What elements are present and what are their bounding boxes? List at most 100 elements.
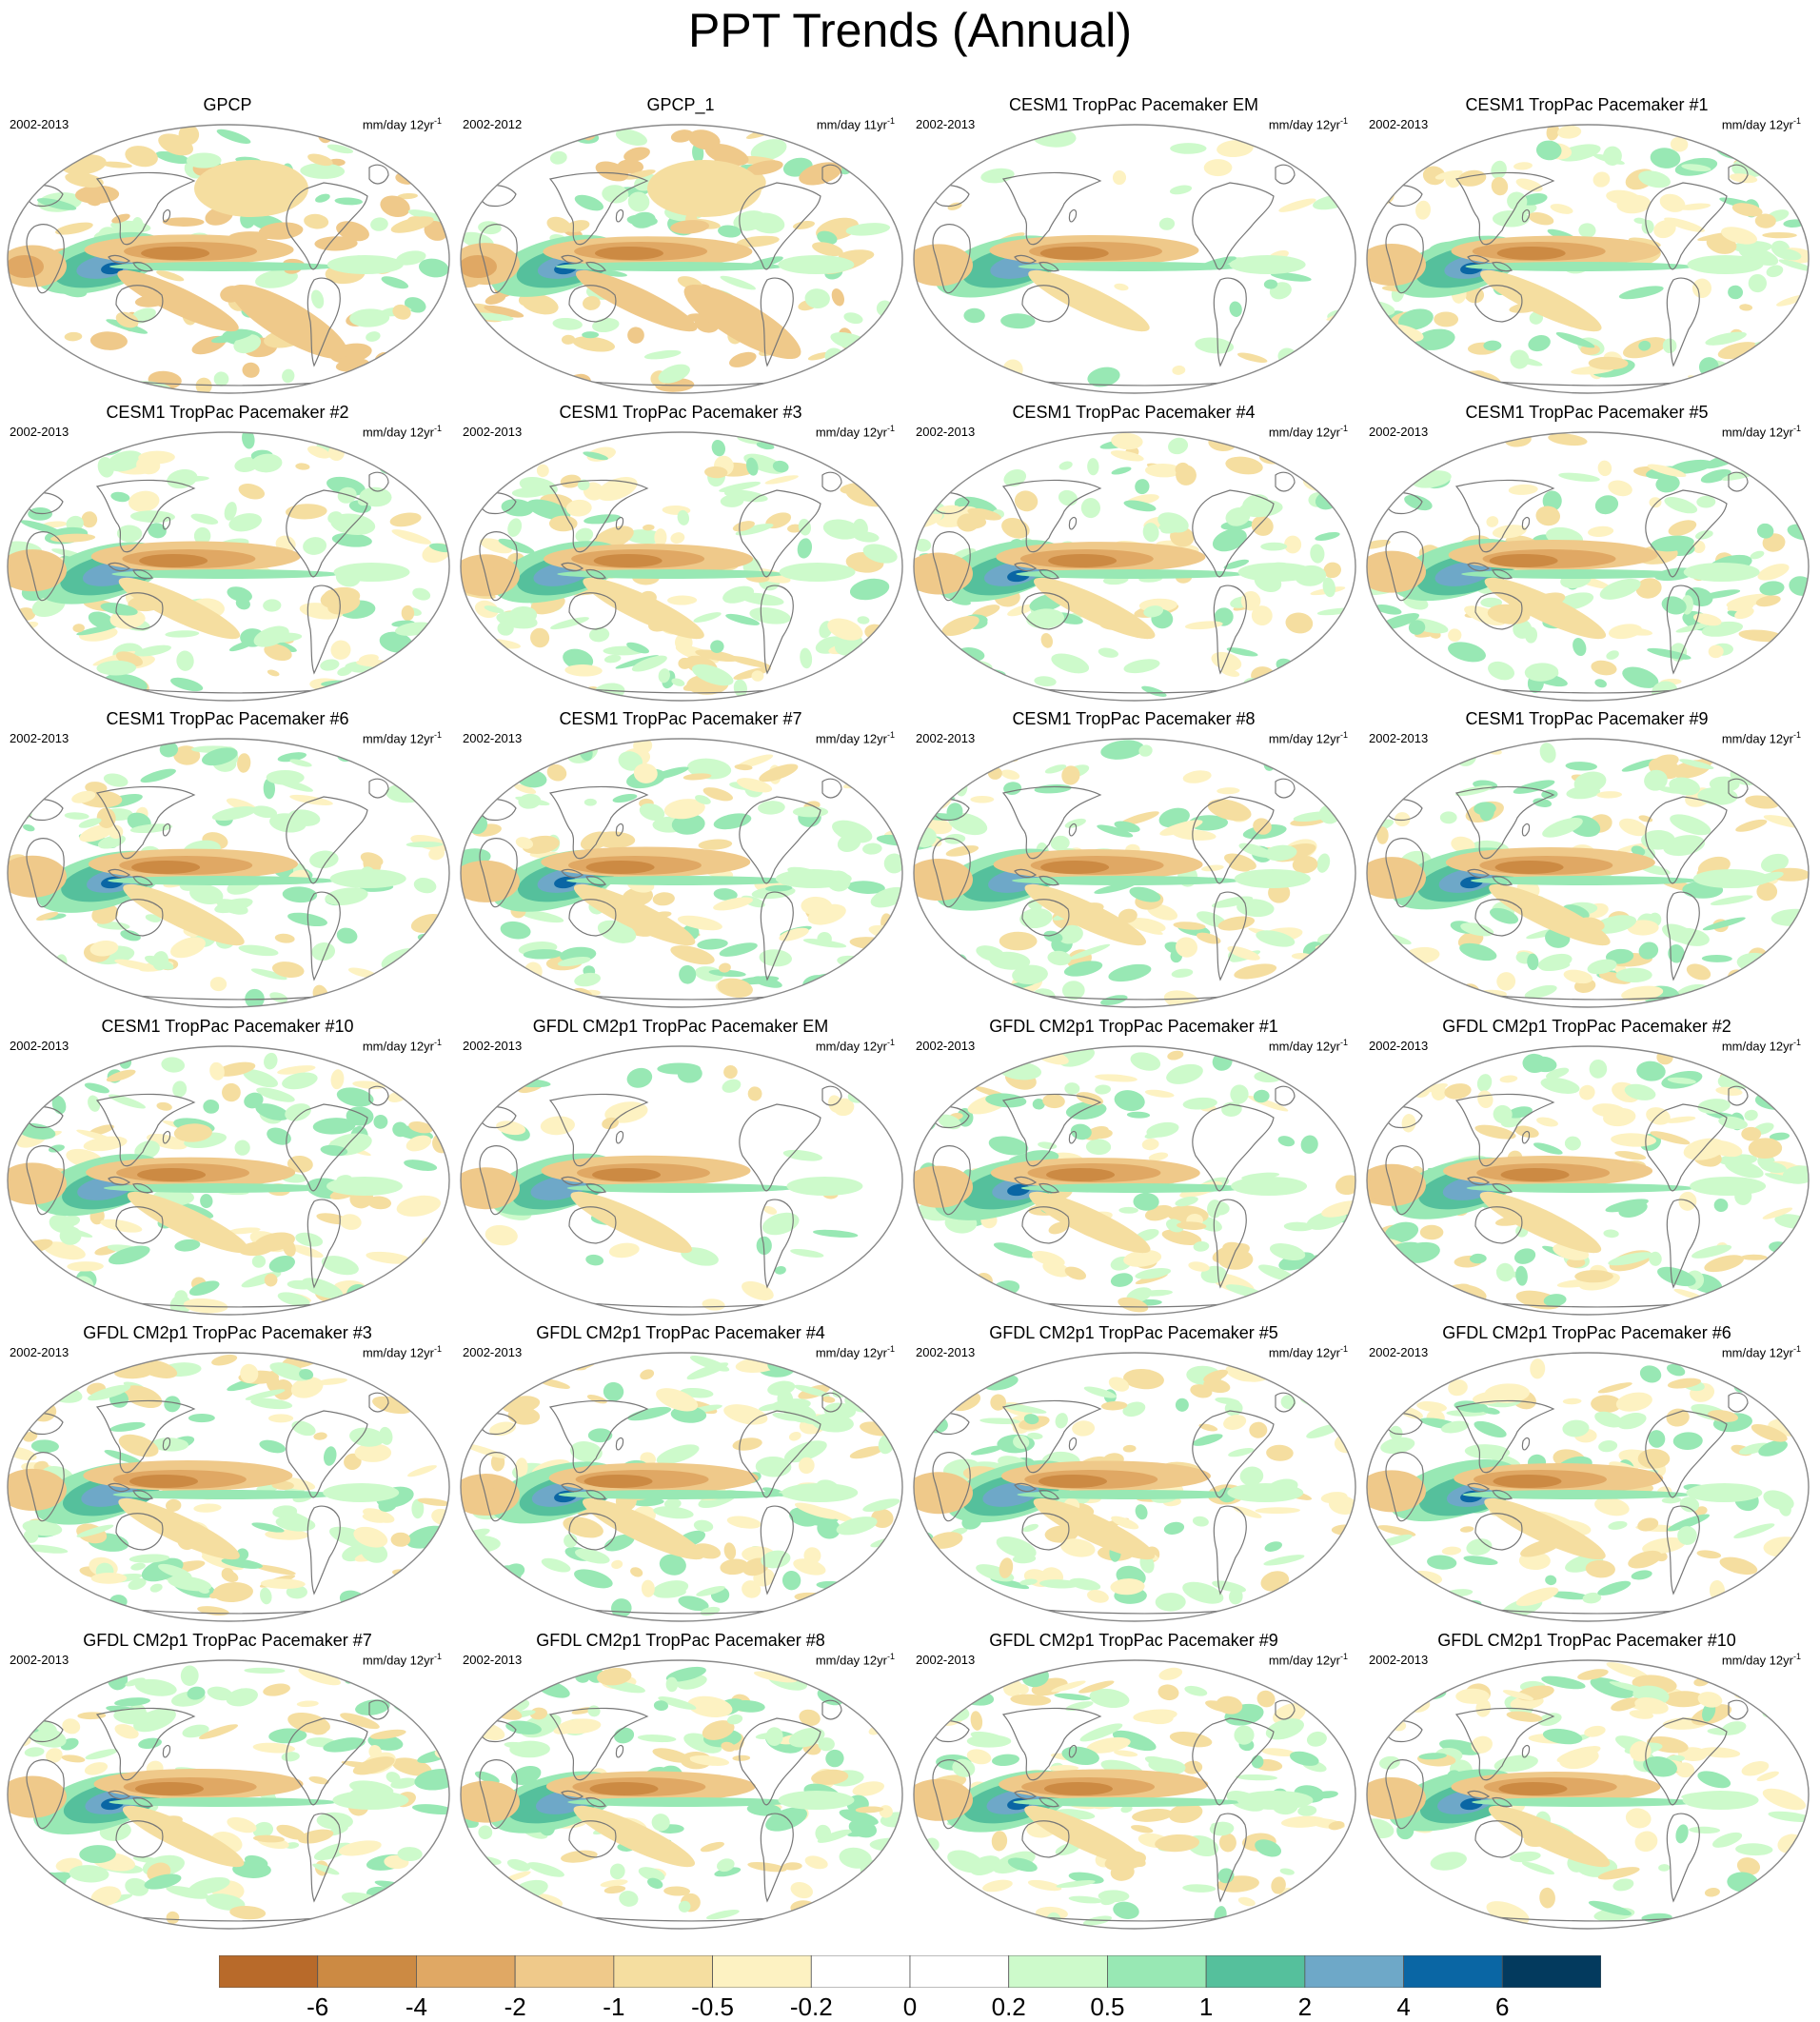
coastline	[479, 1758, 518, 1829]
coastline	[615, 823, 624, 837]
world-map	[1366, 1044, 1810, 1316]
map-border	[460, 1658, 903, 1930]
panel-period: 2002-2013	[916, 1652, 976, 1667]
coastline	[162, 1744, 171, 1757]
coastline	[568, 1819, 617, 1858]
coastline	[1454, 479, 1555, 552]
map-panel: CESM1 TropPac Pacemaker #7 2002-2013 mm/da…	[453, 709, 908, 1016]
coastline	[1192, 488, 1275, 578]
coastline	[1213, 891, 1247, 981]
coastline	[1521, 208, 1531, 223]
colorbar-tick-label: -0.5	[691, 1992, 734, 2021]
map-border	[913, 738, 1356, 1008]
map-panel: GFDL CM2p1 TropPac Pacemaker EM 2002-2013…	[453, 1017, 908, 1323]
colorbar-swatch	[1107, 1955, 1207, 1988]
panel-title: CESM1 TropPac Pacemaker #5	[1465, 402, 1709, 422]
coastline	[479, 838, 518, 908]
coastline	[1014, 1790, 1059, 1807]
colorbar-ticks: -6 -4 -2 -1 -0.5 -0.2 0 0.2 0.5 1 2 4 6	[0, 1993, 1820, 2022]
coastline	[561, 1482, 606, 1500]
map-panel: CESM1 TropPac Pacemaker EM 2002-2013 mm/da…	[906, 95, 1361, 402]
panel-units: mm/day 12yr-1	[362, 1037, 442, 1053]
coastline	[108, 254, 153, 272]
coastline	[1645, 1410, 1728, 1498]
precipitation-trend-field	[461, 1061, 902, 1315]
panel-title: CESM1 TropPac Pacemaker EM	[1008, 95, 1259, 114]
coastline	[1474, 1513, 1523, 1551]
panel-units: mm/day 12yr-1	[1268, 1344, 1348, 1360]
coastline	[568, 285, 617, 323]
world-map	[7, 1044, 450, 1316]
coastline	[1385, 838, 1424, 908]
panel-title: GFDL CM2p1 TropPac Pacemaker #1	[989, 1016, 1278, 1036]
panel-units: mm/day 12yr-1	[362, 1344, 442, 1360]
coastline	[548, 1399, 649, 1474]
panel-units: mm/day 12yr-1	[815, 1344, 895, 1360]
coastline	[368, 1085, 389, 1105]
coastline	[1728, 164, 1749, 185]
coastline	[739, 182, 821, 270]
map-panel: GFDL CM2p1 TropPac Pacemaker #1 2002-2013…	[906, 1017, 1361, 1323]
colorbar-swatch	[317, 1955, 417, 1988]
coastline	[162, 1130, 171, 1143]
world-map	[1366, 430, 1810, 702]
map-border	[1366, 124, 1810, 394]
coastline	[1068, 1130, 1078, 1143]
panel-units: mm/day 12yr-1	[362, 730, 442, 746]
coastline	[821, 164, 842, 185]
coastline	[108, 868, 153, 886]
colorbar-swatch	[909, 1955, 1010, 1988]
colorbar-tick-label: 0.5	[1090, 1992, 1125, 2021]
coastline	[1521, 1437, 1531, 1451]
panel-title: GFDL CM2p1 TropPac Pacemaker #5	[989, 1323, 1278, 1342]
coastline	[1001, 1399, 1102, 1474]
panel-units: mm/day 12yr-1	[362, 1651, 442, 1667]
coastline	[739, 1102, 821, 1192]
map-panel: GFDL CM2p1 TropPac Pacemaker #2 2002-2013…	[1359, 1017, 1814, 1323]
panel-title: CESM1 TropPac Pacemaker #1	[1465, 95, 1709, 114]
panel-title: GFDL CM2p1 TropPac Pacemaker #6	[1442, 1323, 1731, 1342]
map-panel: GFDL CM2p1 TropPac Pacemaker #5 2002-2013…	[906, 1323, 1361, 1630]
world-map	[913, 1044, 1356, 1316]
coastline	[1275, 1699, 1296, 1719]
coastline	[26, 1144, 65, 1215]
colorbar-tick-label: -2	[504, 1992, 526, 2021]
coastline	[1645, 1102, 1728, 1192]
coastline	[286, 1410, 368, 1498]
coastline	[1001, 785, 1102, 860]
panel-units: mm/day 12yr-1	[815, 1037, 895, 1053]
panel-period: 2002-2013	[463, 1038, 523, 1053]
panel-period: 2002-2013	[1369, 1038, 1429, 1053]
coastline	[286, 182, 368, 270]
coastline	[1192, 796, 1275, 884]
coastline	[1454, 1093, 1555, 1166]
coastline	[368, 471, 389, 491]
coastline	[479, 224, 518, 294]
coastline	[95, 1093, 196, 1166]
coastline	[1068, 208, 1078, 223]
coastline	[1275, 1392, 1296, 1413]
map-panel: CESM1 TropPac Pacemaker #6 2002-2013 mm/da…	[0, 709, 455, 1016]
world-map	[460, 1352, 903, 1622]
coastline	[568, 1513, 617, 1551]
coastline	[1728, 1085, 1749, 1105]
panel-period: 2002-2013	[1369, 1345, 1429, 1359]
panel-period: 2002-2013	[916, 731, 976, 745]
coastline	[548, 1093, 649, 1166]
map-border	[460, 1352, 903, 1622]
panel-period: 2002-2013	[916, 117, 976, 131]
coastline	[162, 516, 171, 529]
map-panel: CESM1 TropPac Pacemaker #3 2002-2013 mm/da…	[453, 403, 908, 709]
coastline	[568, 899, 617, 937]
map-panel: GFDL CM2p1 TropPac Pacemaker #3 2002-2013…	[0, 1323, 455, 1630]
map-panel: GFDL CM2p1 TropPac Pacemaker #6 2002-2013…	[1359, 1323, 1814, 1630]
panel-period: 2002-2013	[10, 1345, 69, 1359]
colorbar-swatch	[810, 1955, 911, 1988]
colorbar-swatch	[1403, 1955, 1503, 1988]
panel-title: CESM1 TropPac Pacemaker #2	[106, 402, 349, 422]
coastline	[568, 1205, 617, 1244]
world-map	[460, 430, 903, 702]
coastline	[1021, 899, 1070, 937]
coastline	[1014, 562, 1059, 579]
world-map	[1366, 124, 1810, 394]
